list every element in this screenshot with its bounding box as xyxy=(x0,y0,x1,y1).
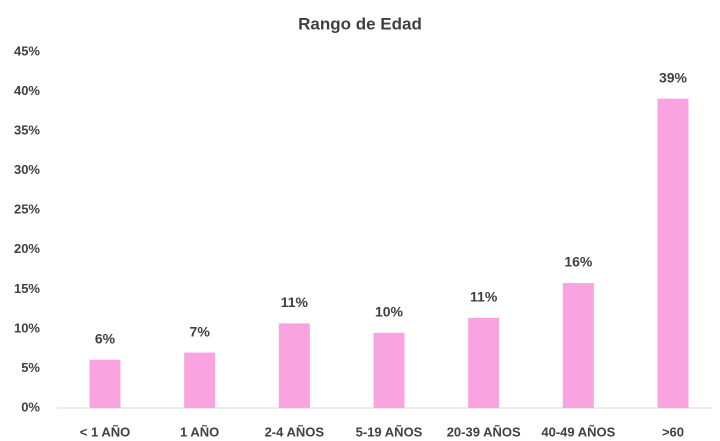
bar xyxy=(562,283,594,408)
bar xyxy=(657,98,689,409)
y-tick-label: 30% xyxy=(14,162,40,177)
data-label: 11% xyxy=(470,289,498,305)
data-label: 10% xyxy=(375,304,404,320)
y-tick-label: 35% xyxy=(14,123,40,138)
y-tick-label: 10% xyxy=(14,320,40,335)
data-label: 6% xyxy=(95,330,116,346)
bar xyxy=(278,323,310,408)
x-tick-label: 1 AÑO xyxy=(180,424,219,439)
x-tick-label: 2-4 AÑOS xyxy=(265,424,325,439)
data-label: 16% xyxy=(564,254,593,270)
y-tick-label: 25% xyxy=(14,202,40,217)
data-label: 11% xyxy=(281,294,309,310)
y-tick-label: 20% xyxy=(14,241,40,256)
data-label: 7% xyxy=(190,323,211,339)
bar xyxy=(89,359,121,408)
x-tick-label: < 1 AÑO xyxy=(80,424,130,439)
y-tick-label: 40% xyxy=(14,83,40,98)
x-tick-label: >60 xyxy=(662,424,684,439)
y-tick-label: 5% xyxy=(21,360,40,375)
bar xyxy=(184,352,216,408)
data-label: 39% xyxy=(659,69,688,85)
x-tick-label: 20-39 AÑOS xyxy=(447,424,521,439)
y-tick-label: 45% xyxy=(14,43,40,58)
chart-title: Rango de Edad xyxy=(298,14,422,33)
bar xyxy=(468,317,500,408)
bar xyxy=(373,332,405,408)
y-tick-label: 0% xyxy=(21,399,40,414)
x-tick-label: 5-19 AÑOS xyxy=(356,424,423,439)
x-tick-label: 40-49 AÑOS xyxy=(541,424,615,439)
y-tick-label: 15% xyxy=(14,281,40,296)
